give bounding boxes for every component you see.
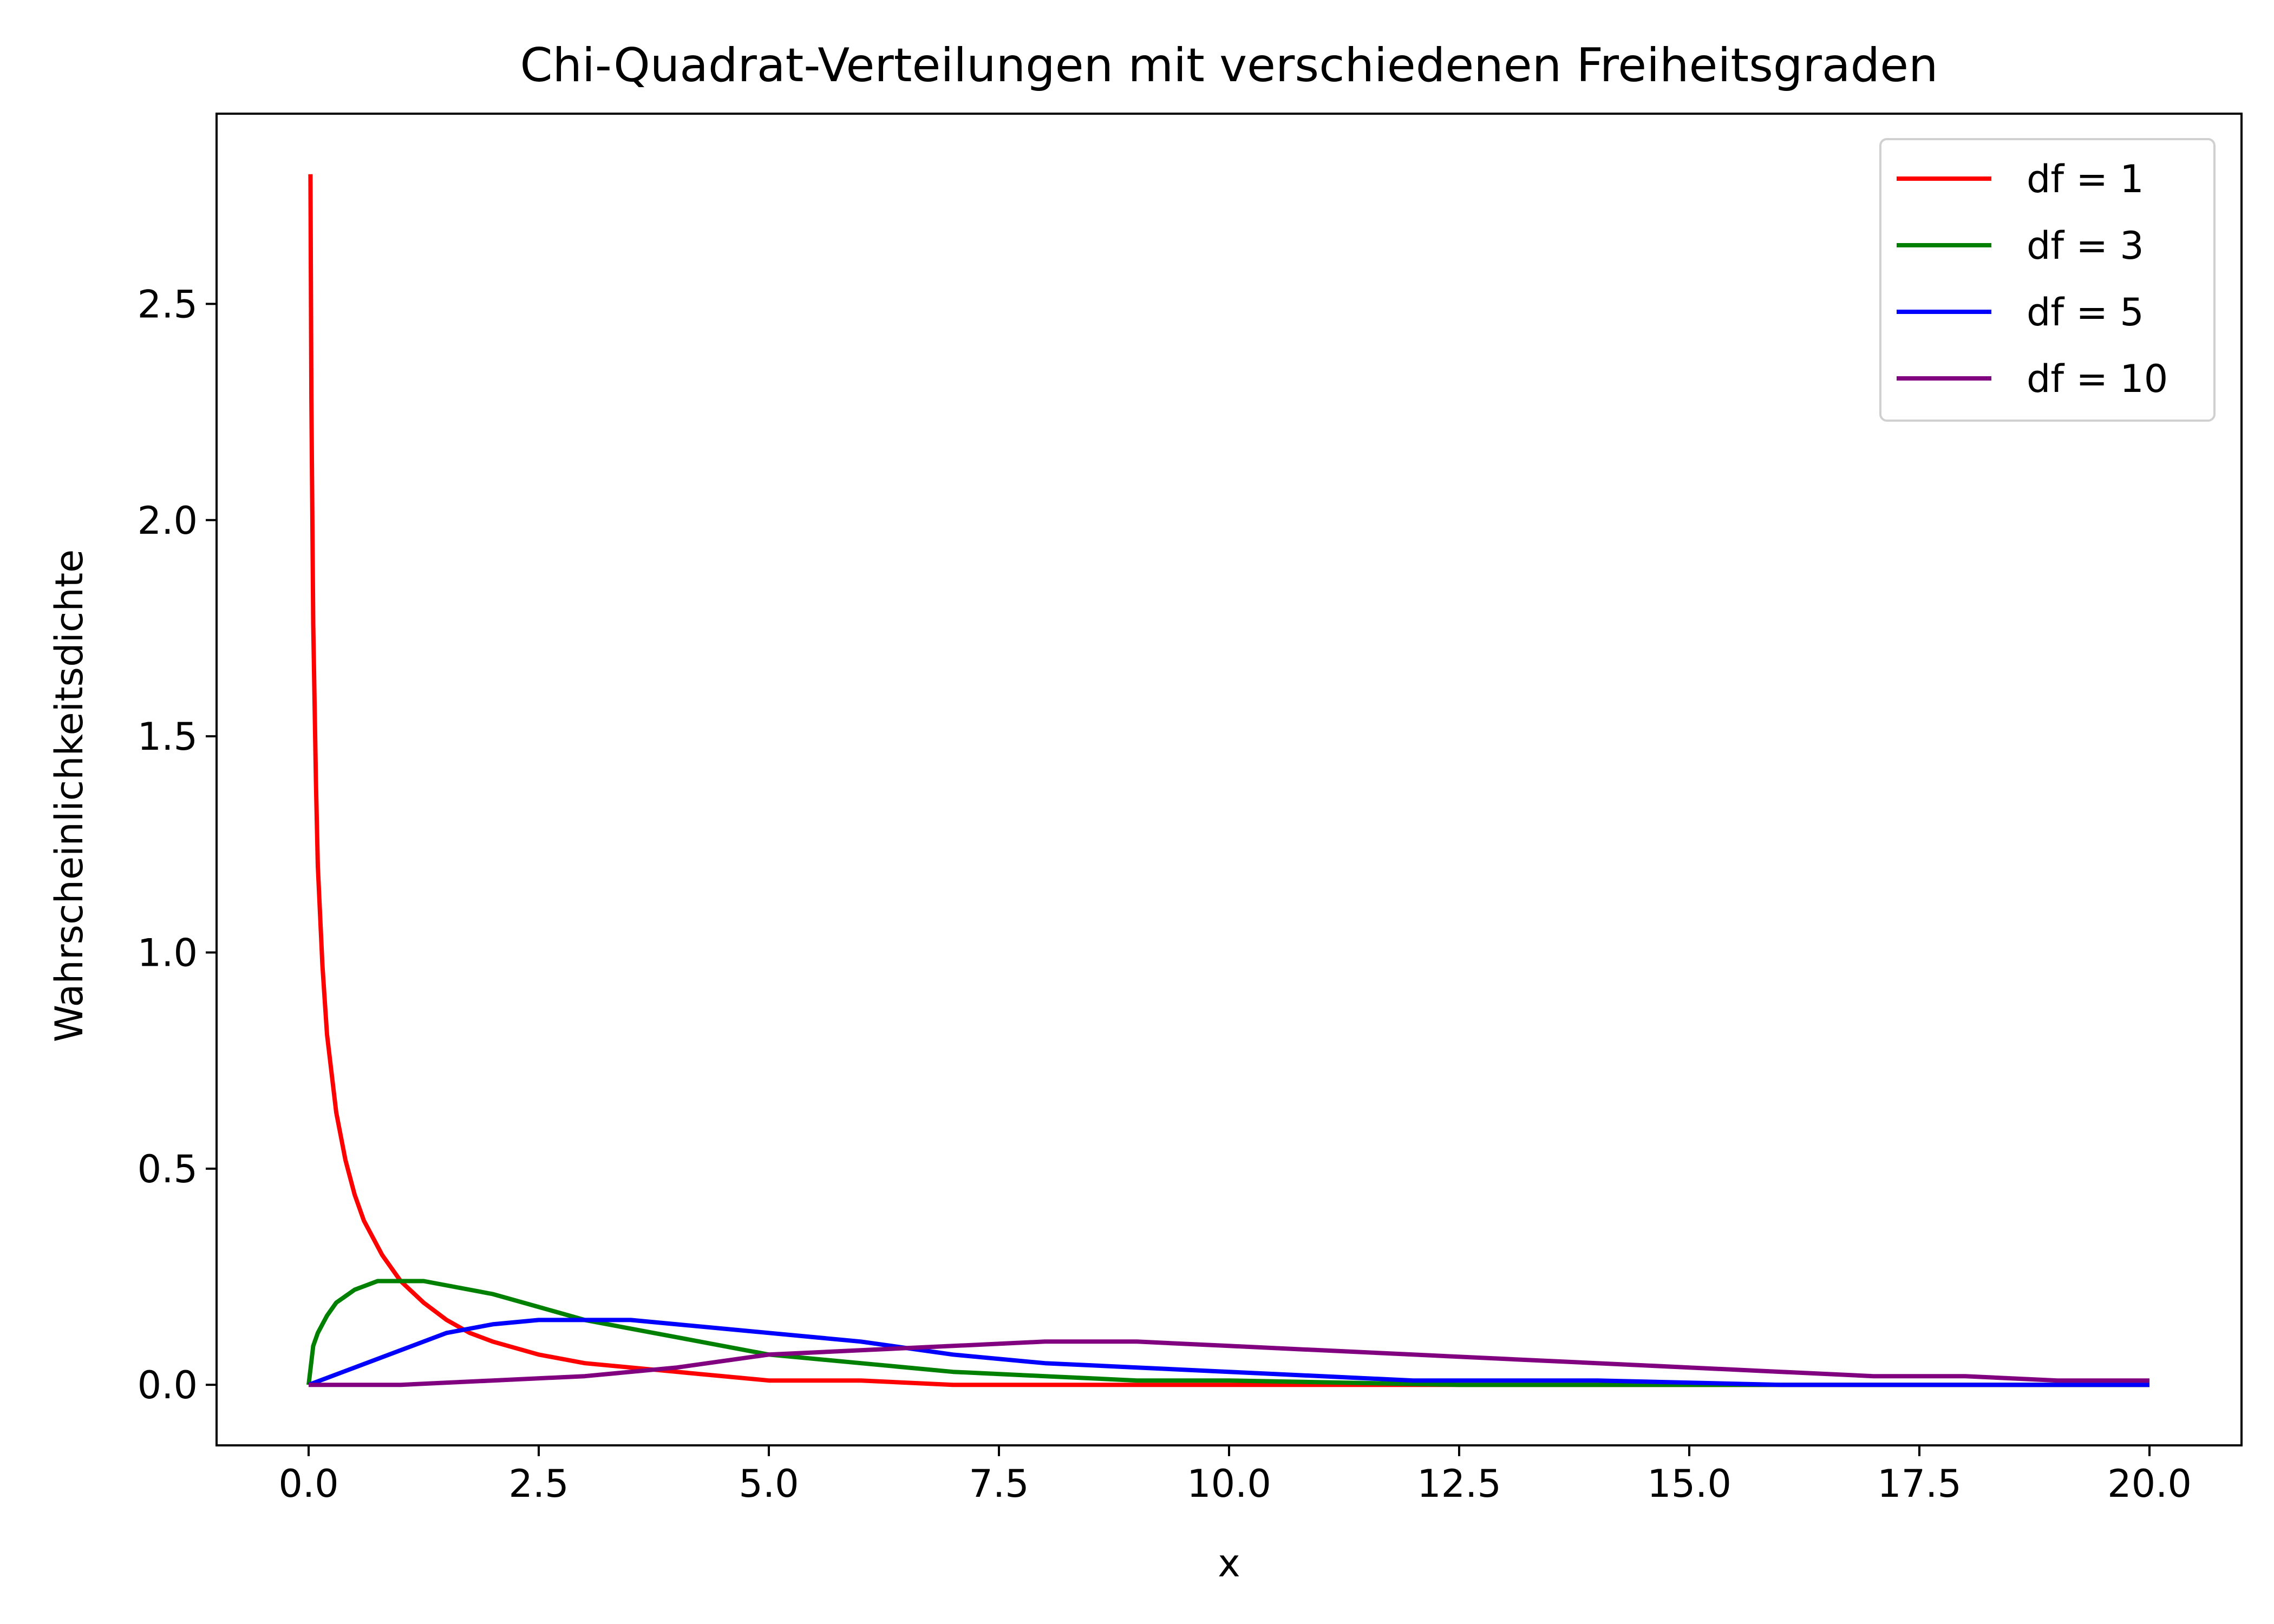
x-tick-label: 12.5 [1417,1462,1501,1506]
series-line-1 [308,174,2149,1387]
legend-label-4: df = 10 [2027,357,2168,401]
x-tick-label: 15.0 [1647,1462,1731,1506]
y-tick-label: 2.0 [138,499,198,543]
axes: 0.0 2.5 5.0 7.5 10.0 12.5 15.0 17.5 20.0 0.0 0.5 1.… [138,113,2243,1506]
legend-label-2: df = 3 [2027,224,2144,268]
y-tick-label: 2.5 [138,282,198,326]
legend: df = 1 df = 3 df = 5 df = 10 [1879,138,2216,422]
plot-area [306,174,2149,1387]
x-tick-label: 2.5 [508,1462,568,1506]
chart-title: Chi-Quadrat-Verteilungen mit verschieden… [520,38,1938,93]
legend-box [1879,138,2216,422]
x-tick-label: 7.5 [969,1462,1029,1506]
y-tick-label: 1.0 [138,931,198,975]
legend-label-1: df = 1 [2027,157,2144,201]
x-tick-label: 17.5 [1877,1462,1962,1506]
y-tick-label: 0.5 [138,1147,198,1191]
x-tick-label: 0.0 [278,1462,338,1506]
x-axis-label: x [1218,1541,1240,1586]
y-axis-label: Wahrscheinlichkeitsdichte [47,549,92,1042]
x-tick-label: 10.0 [1187,1462,1271,1506]
y-tick-label: 0.0 [138,1363,198,1407]
legend-label-3: df = 5 [2027,290,2144,335]
y-tick-label: 1.5 [138,715,198,759]
series-line-3 [308,1318,2149,1387]
series-line-4 [309,1339,2149,1387]
x-tick-label: 5.0 [739,1462,799,1506]
x-tick-label: 20.0 [2107,1462,2192,1506]
series-group [306,174,2149,1387]
